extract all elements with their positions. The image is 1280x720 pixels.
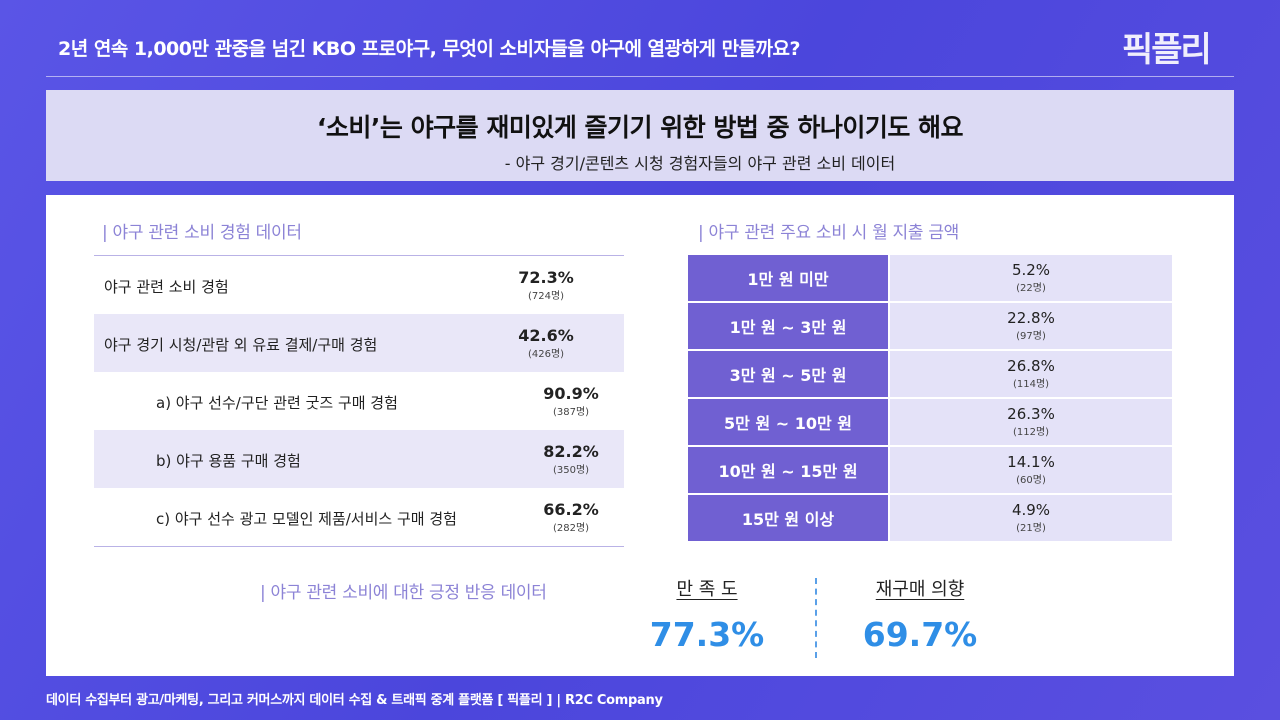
row-label: 1만 원 ~ 3만 원 bbox=[688, 303, 888, 349]
satisfaction-metric: 만 족 도 77.3% bbox=[627, 575, 787, 654]
table-row: 15만 원 이상 4.9% (21명) bbox=[688, 495, 1172, 543]
row-count: (112명) bbox=[1012, 427, 1050, 438]
divider bbox=[46, 76, 1234, 77]
table-row: 야구 관련 소비 경험 72.3% (724명) bbox=[94, 256, 624, 314]
row-pct: 5.2% bbox=[1011, 261, 1051, 279]
row-label: c) 야구 선수 광고 모델인 제품/서비스 구매 경험 bbox=[156, 510, 457, 528]
footer-text: 데이터 수집부터 광고/마케팅, 그리고 커머스까지 데이터 수집 & 트래픽 … bbox=[46, 693, 663, 708]
row-pct: 26.3% bbox=[1007, 405, 1055, 423]
row-count: (282명) bbox=[552, 523, 590, 534]
logo: 픽플리 bbox=[1122, 30, 1212, 70]
row-count: (426명) bbox=[527, 349, 565, 360]
table-row: 5만 원 ~ 10만 원 26.3% (112명) bbox=[688, 399, 1172, 447]
dashed-divider bbox=[815, 578, 817, 658]
row-pct: 90.9% bbox=[543, 384, 599, 403]
row-pct: 66.2% bbox=[543, 500, 599, 519]
table-row: 3만 원 ~ 5만 원 26.8% (114명) bbox=[688, 351, 1172, 399]
row-label: 10만 원 ~ 15만 원 bbox=[688, 447, 888, 493]
table-row: 1만 원 ~ 3만 원 22.8% (97명) bbox=[688, 303, 1172, 351]
row-pct: 26.8% bbox=[1007, 357, 1055, 375]
row-label: a) 야구 선수/구단 관련 굿즈 구매 경험 bbox=[156, 394, 398, 412]
satisfaction-value: 77.3% bbox=[649, 615, 765, 654]
row-label: 5만 원 ~ 10만 원 bbox=[688, 399, 888, 445]
bottom-heading: | 야구 관련 소비에 대한 긍정 반응 데이터 bbox=[260, 583, 547, 603]
table-row: 야구 경기 시청/관람 외 유료 결제/구매 경험 42.6% (426명) bbox=[94, 314, 624, 372]
content-panel: | 야구 관련 소비 경험 데이터 야구 관련 소비 경험 72.3% (724명)… bbox=[46, 195, 1234, 676]
repurchase-metric: 재구매 의향 69.7% bbox=[840, 575, 1000, 654]
row-pct: 82.2% bbox=[543, 442, 599, 461]
table-row: a) 야구 선수/구단 관련 굿즈 구매 경험 90.9% (387명) bbox=[94, 372, 624, 430]
repurchase-value: 69.7% bbox=[862, 615, 978, 654]
row-count: (350명) bbox=[552, 465, 590, 476]
title-band: ‘소비’는 야구를 재미있게 즐기기 위한 방법 중 하나이기도 해요 - 야구… bbox=[46, 90, 1234, 181]
row-count: (387명) bbox=[552, 407, 590, 418]
row-label: 3만 원 ~ 5만 원 bbox=[688, 351, 888, 397]
table-row: c) 야구 선수 광고 모델인 제품/서비스 구매 경험 66.2% (282명) bbox=[94, 488, 624, 546]
right-heading: | 야구 관련 주요 소비 시 월 지출 금액 bbox=[698, 223, 960, 243]
row-pct: 4.9% bbox=[1011, 501, 1051, 519]
row-count: (21명) bbox=[1016, 523, 1046, 534]
table-row: 1만 원 미만 5.2% (22명) bbox=[688, 255, 1172, 303]
row-count: (22명) bbox=[1016, 283, 1046, 294]
row-pct: 14.1% bbox=[1007, 453, 1055, 471]
row-pct: 22.8% bbox=[1007, 309, 1055, 327]
row-label: b) 야구 용품 구매 경험 bbox=[156, 452, 301, 470]
header-title: 2년 연속 1,000만 관중을 넘긴 KBO 프로야구, 무엇이 소비자들을 … bbox=[58, 38, 801, 60]
subtitle: - 야구 경기/콘텐츠 시청 경험자들의 야구 관련 소비 데이터 bbox=[504, 154, 896, 173]
table-row: b) 야구 용품 구매 경험 82.2% (350명) bbox=[94, 430, 624, 488]
spending-table: 1만 원 미만 5.2% (22명) 1만 원 ~ 3만 원 22.8% (97명) 3… bbox=[688, 255, 1172, 543]
row-label: 야구 관련 소비 경험 bbox=[104, 278, 229, 296]
row-pct: 72.3% bbox=[518, 268, 574, 287]
row-count: (114명) bbox=[1012, 379, 1050, 390]
left-heading: | 야구 관련 소비 경험 데이터 bbox=[102, 223, 302, 243]
row-label: 야구 경기 시청/관람 외 유료 결제/구매 경험 bbox=[104, 336, 378, 354]
satisfaction-label: 만 족 도 bbox=[676, 579, 738, 600]
table-row: 10만 원 ~ 15만 원 14.1% (60명) bbox=[688, 447, 1172, 495]
row-count: (60명) bbox=[1016, 475, 1046, 486]
row-label: 15만 원 이상 bbox=[688, 495, 888, 541]
row-count: (97명) bbox=[1016, 331, 1046, 342]
row-count: (724명) bbox=[527, 291, 565, 302]
experience-table: 야구 관련 소비 경험 72.3% (724명) 야구 경기 시청/관람 외 유료 … bbox=[94, 255, 624, 547]
row-label: 1만 원 미만 bbox=[688, 255, 888, 301]
row-pct: 42.6% bbox=[518, 326, 574, 345]
main-title: ‘소비’는 야구를 재미있게 즐기기 위한 방법 중 하나이기도 해요 bbox=[316, 113, 964, 142]
repurchase-label: 재구매 의향 bbox=[875, 579, 965, 600]
